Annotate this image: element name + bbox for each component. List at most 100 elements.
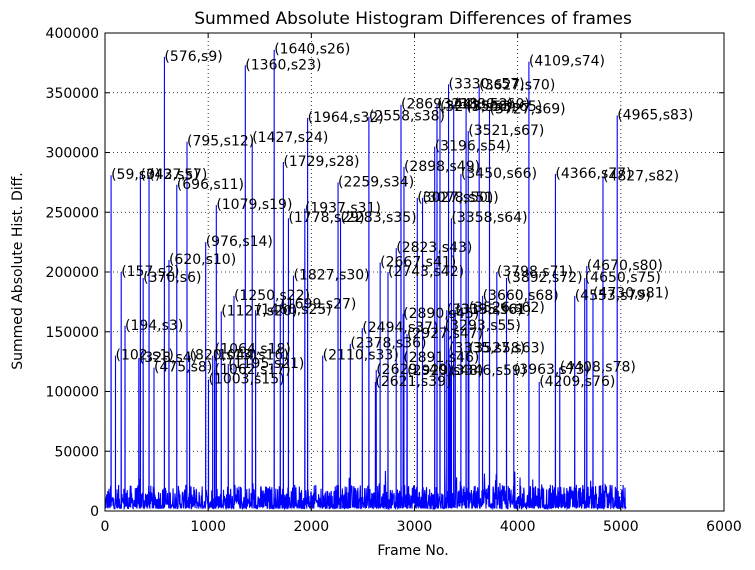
peak-label: (475,s8) bbox=[154, 360, 212, 376]
y-tick-label: 50000 bbox=[54, 444, 99, 460]
peak-label: (1827,s30) bbox=[293, 268, 369, 284]
peak-label: (3963,s73) bbox=[514, 362, 590, 378]
peak-label: (4408,s78) bbox=[560, 360, 636, 376]
x-tick-label: 3000 bbox=[397, 519, 433, 535]
chart-title: Summed Absolute Histogram Differences of… bbox=[194, 9, 632, 29]
peak-label: (2890,s45) bbox=[403, 306, 479, 322]
peak-label: (1195,s21) bbox=[228, 356, 304, 372]
peak-label: (1460,s25) bbox=[256, 302, 332, 318]
axes: 0 1000 2000 3000 4000 5000 6000 0 50000 100000 150… bbox=[46, 26, 742, 535]
peak-label: (3196,s54) bbox=[435, 139, 511, 155]
peak-label: (2898,s49) bbox=[404, 159, 480, 175]
peak-label: (59,s0) bbox=[111, 167, 160, 183]
peak-label: (620,s10) bbox=[169, 252, 236, 268]
peak-label: (2283,s35) bbox=[341, 210, 417, 226]
peak-label: (1003,s15) bbox=[208, 372, 284, 388]
peak-label: (1044,s16) bbox=[213, 348, 289, 364]
peak-label: (2667,s41) bbox=[380, 254, 456, 270]
peak-label: (4209,s76) bbox=[539, 374, 615, 390]
peak-label: (4553,s79) bbox=[575, 288, 651, 304]
peak-label: (2927,s47) bbox=[407, 326, 483, 342]
peak-label: (3346,s59) bbox=[450, 363, 526, 379]
peak-label: (1964,s32) bbox=[308, 110, 384, 126]
peak-label: (3380,s60) bbox=[454, 97, 530, 113]
peak-label: (157,s2) bbox=[121, 264, 179, 280]
peak-label: (427,s7) bbox=[149, 167, 207, 183]
peak-label: (4650,s75) bbox=[585, 270, 661, 286]
peak-label: (2823,s43) bbox=[396, 240, 472, 256]
y-tick-label: 250000 bbox=[46, 205, 99, 221]
peak-label: (3247,s53) bbox=[440, 99, 516, 115]
peak-label: (3335,s58) bbox=[449, 340, 525, 356]
x-tick-label: 0 bbox=[101, 519, 110, 535]
peak-label: (3527,s63) bbox=[469, 340, 545, 356]
peak-annotations: (59,s0)(102,s1)(157,s2)(194,s3)(328,s4)(… bbox=[111, 42, 693, 390]
peak-label: (1640,s26) bbox=[274, 42, 350, 58]
peak-label: (3330,s57) bbox=[449, 76, 525, 92]
peak-label: (370,s6) bbox=[143, 270, 201, 286]
peak-label: (1064,s18) bbox=[215, 342, 291, 358]
peak-label: (1937,s31) bbox=[305, 201, 381, 217]
peak-label: (795,s12) bbox=[187, 134, 254, 150]
series-line bbox=[104, 49, 627, 511]
peak-label: (2629,s40) bbox=[376, 362, 452, 378]
peak-label: (2929,s48) bbox=[407, 363, 483, 379]
peak-label: (3313,s56) bbox=[447, 302, 523, 318]
peak-label: (1062,s17) bbox=[215, 362, 291, 378]
peak-label: (3293,s55) bbox=[445, 318, 521, 334]
peak-label: (3358,s64) bbox=[451, 210, 527, 226]
peak-label: (576,s9) bbox=[164, 49, 222, 65]
x-tick-label: 5000 bbox=[603, 519, 639, 535]
peak-label: (976,s14) bbox=[206, 234, 273, 250]
peak-label: (2869,s44) bbox=[401, 97, 477, 113]
peak-label: (4730,s81) bbox=[593, 286, 669, 302]
peak-label: (2621,s39) bbox=[375, 374, 451, 390]
peak-label: (2743,s42) bbox=[388, 264, 464, 280]
peak-label: (4109,s74) bbox=[529, 54, 605, 70]
peak-label: (3627,s70) bbox=[479, 78, 555, 94]
peak-label: (3892,s72) bbox=[507, 270, 583, 286]
peak-label: (3500,s65) bbox=[466, 99, 542, 115]
peak-label: (1699,s27) bbox=[280, 296, 356, 312]
x-tick-label: 1000 bbox=[190, 519, 226, 535]
peak-label: (4670,s80) bbox=[587, 258, 663, 274]
y-tick-label: 150000 bbox=[46, 325, 99, 341]
peak-label: (328,s4) bbox=[139, 350, 197, 366]
peak-label: (3521,s67) bbox=[468, 123, 544, 139]
peak-label: (3450,s66) bbox=[461, 166, 537, 182]
peak-label: (2259,s34) bbox=[338, 174, 414, 190]
peak-label: (2494,s37) bbox=[362, 320, 438, 336]
peak-label: (3078,s51) bbox=[423, 190, 499, 206]
peak-label: (1427,s24) bbox=[252, 130, 328, 146]
y-tick-label: 200000 bbox=[46, 265, 99, 281]
peak-label: (1729,s28) bbox=[283, 154, 359, 170]
y-axis-label: Summed Absolute Hist. Diff. bbox=[10, 172, 26, 370]
peak-label: (1360,s23) bbox=[245, 57, 321, 73]
x-tick-label: 6000 bbox=[706, 519, 742, 535]
y-tick-label: 400000 bbox=[46, 26, 99, 42]
peak-label: (820,s13) bbox=[190, 348, 257, 364]
peak-label: (4366,s77) bbox=[555, 166, 631, 182]
peak-label: (194,s3) bbox=[125, 318, 183, 334]
peak-label: (3526,s62) bbox=[469, 300, 545, 316]
peak-label: (2110,s33) bbox=[323, 348, 399, 364]
peak-label: (3798,s71) bbox=[497, 264, 573, 280]
peak-label: (3660,s68) bbox=[483, 288, 559, 304]
peak-label: (2558,s38) bbox=[369, 109, 445, 125]
peak-label: (2378,s36) bbox=[350, 336, 426, 352]
peak-label: (1778,s29) bbox=[288, 210, 364, 226]
peak-label: (4965,s83) bbox=[617, 107, 693, 123]
x-axis-label: Frame No. bbox=[377, 543, 448, 559]
peak-label: (102,s1) bbox=[116, 348, 174, 364]
peak-label: (4827,s82) bbox=[603, 168, 679, 184]
y-tick-label: 300000 bbox=[46, 146, 99, 162]
peak-label: (1079,s19) bbox=[216, 197, 292, 213]
x-tick-label: 4000 bbox=[500, 519, 536, 535]
y-tick-label: 350000 bbox=[46, 86, 99, 102]
peak-label: (3218,s52) bbox=[437, 97, 513, 113]
peak-label: (3727,s69) bbox=[490, 101, 566, 117]
peak-label: (3395,s61) bbox=[455, 302, 531, 318]
y-tick-label: 0 bbox=[90, 504, 99, 520]
